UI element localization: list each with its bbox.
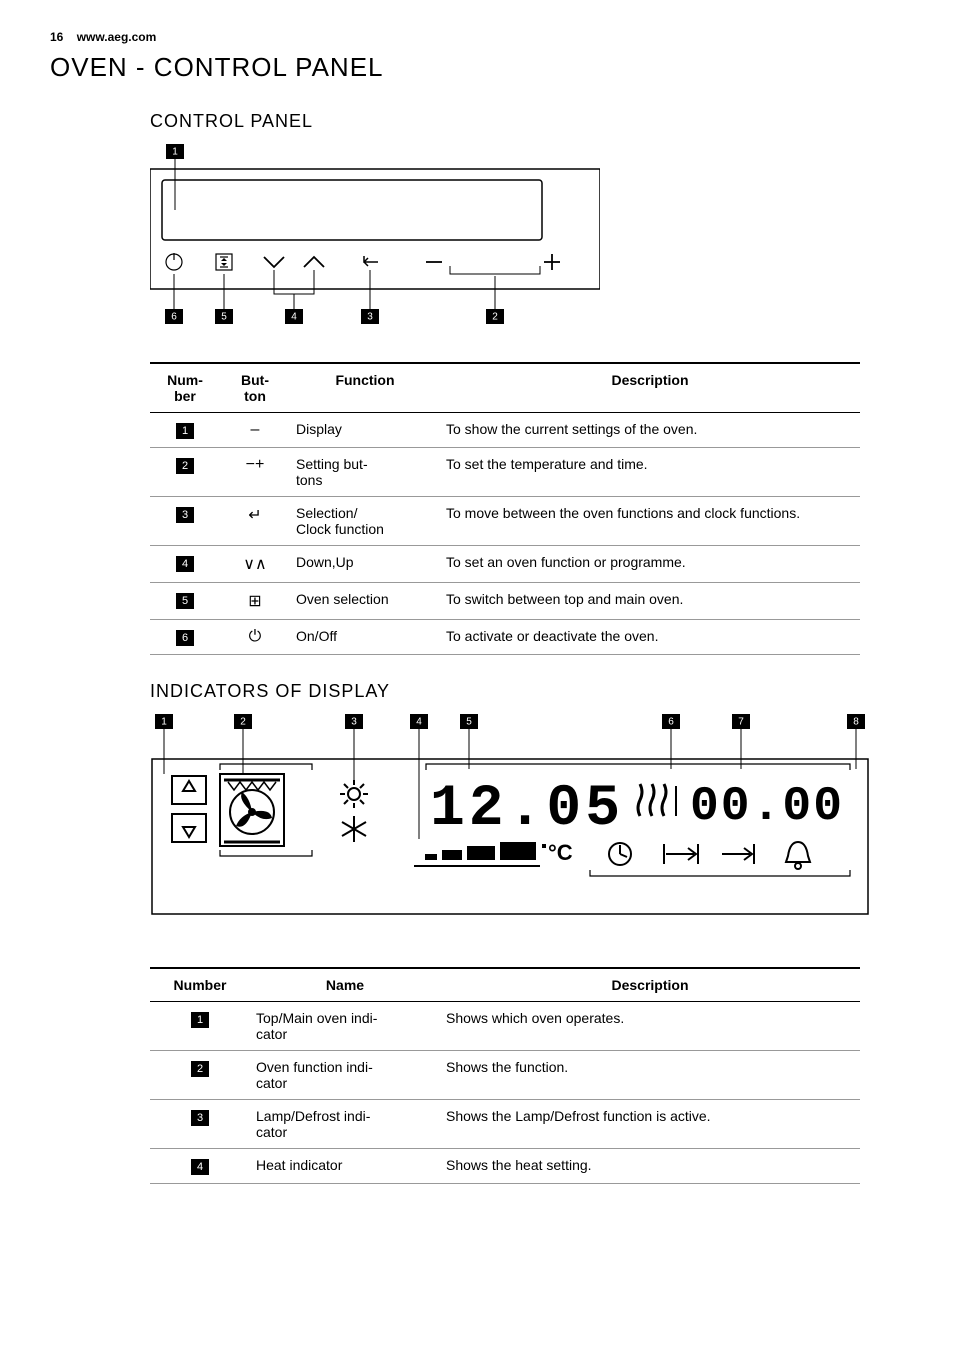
function-name: Down,Up xyxy=(290,546,440,583)
indicator-name: Top/Main oven indi- cator xyxy=(250,1002,440,1051)
button-icon: ↵ xyxy=(220,497,290,546)
callout-label: 5 xyxy=(466,717,472,728)
time-display: 12.05 xyxy=(430,777,624,842)
description: To switch between top and main oven. xyxy=(440,583,860,620)
indicator-name: Heat indicator xyxy=(250,1149,440,1184)
callout-label: 1 xyxy=(161,717,167,728)
callout-label: 4 xyxy=(291,312,297,323)
callout-label: 4 xyxy=(416,717,422,728)
page-number: 16 xyxy=(50,30,63,44)
callout-label: 8 xyxy=(853,717,859,728)
num-badge: 4 xyxy=(191,1159,209,1175)
table-row: 3 Lamp/Defrost indi- cator Shows the Lam… xyxy=(150,1100,860,1149)
num-badge: 4 xyxy=(176,556,194,572)
num-badge: 2 xyxy=(191,1061,209,1077)
function-name: Selection/ Clock function xyxy=(290,497,440,546)
table-row: 4 Heat indicator Shows the heat setting. xyxy=(150,1149,860,1184)
button-icon: ⏻ xyxy=(220,620,290,655)
table-row: 6 ⏻ On/Off To activate or deactivate the… xyxy=(150,620,860,655)
button-icon: ⊞ xyxy=(220,583,290,620)
num-badge: 1 xyxy=(176,423,194,439)
function-name: Oven selection xyxy=(290,583,440,620)
callout-label: 6 xyxy=(668,717,674,728)
callout-label: 6 xyxy=(171,312,177,323)
callout-label: 3 xyxy=(367,312,373,323)
num-badge: 2 xyxy=(176,458,194,474)
th-button: But- ton xyxy=(220,363,290,413)
button-icon: – xyxy=(220,413,290,448)
description: Shows the heat setting. xyxy=(440,1149,860,1184)
table-row: 2 −+ Setting but- tons To set the temper… xyxy=(150,448,860,497)
num-badge: 6 xyxy=(176,630,194,646)
function-name: Setting but- tons xyxy=(290,448,440,497)
table-row: 5 ⊞ Oven selection To switch between top… xyxy=(150,583,860,620)
control-panel-diagram-container: 1 6 5 xyxy=(150,144,904,334)
timer-display: 00.00 xyxy=(690,780,844,834)
indicator-name: Lamp/Defrost indi- cator xyxy=(250,1100,440,1149)
th-number: Num- ber xyxy=(150,363,220,413)
display-diagram-container: 1 2 3 4 5 6 7 8 xyxy=(150,714,904,939)
callout-label: 1 xyxy=(172,147,178,158)
th-description: Description xyxy=(440,968,860,1002)
indicators-table: Number Name Description 1 Top/Main oven … xyxy=(150,967,860,1184)
callout-label: 2 xyxy=(492,312,498,323)
th-name: Name xyxy=(250,968,440,1002)
description: To show the current settings of the oven… xyxy=(440,413,860,448)
indicator-name: Oven function indi- cator xyxy=(250,1051,440,1100)
table-row: 1 Top/Main oven indi- cator Shows which … xyxy=(150,1002,860,1051)
display-diagram: 1 2 3 4 5 6 7 8 xyxy=(150,714,870,934)
description: To activate or deactivate the oven. xyxy=(440,620,860,655)
control-panel-diagram: 1 6 5 xyxy=(150,144,600,329)
button-icon: −+ xyxy=(220,448,290,497)
description: Shows the function. xyxy=(440,1051,860,1100)
button-icon: ∨∧ xyxy=(220,546,290,583)
callout-label: 7 xyxy=(738,717,744,728)
callout-label: 5 xyxy=(221,312,227,323)
table-row: 2 Oven function indi- cator Shows the fu… xyxy=(150,1051,860,1100)
table-row: 1 – Display To show the current settings… xyxy=(150,413,860,448)
th-function: Function xyxy=(290,363,440,413)
num-badge: 5 xyxy=(176,593,194,609)
control-panel-table: Num- ber But- ton Function Description 1… xyxy=(150,362,860,655)
description: Shows the Lamp/Defrost function is activ… xyxy=(440,1100,860,1149)
description: To move between the oven functions and c… xyxy=(440,497,860,546)
num-badge: 3 xyxy=(176,507,194,523)
page-header: 16 www.aeg.com xyxy=(50,30,904,44)
num-badge: 3 xyxy=(191,1110,209,1126)
description: To set the temperature and time. xyxy=(440,448,860,497)
section2-heading: INDICATORS OF DISPLAY xyxy=(150,681,904,702)
table-row: 3 ↵ Selection/ Clock function To move be… xyxy=(150,497,860,546)
temp-unit: °C xyxy=(548,840,573,865)
section1-heading: CONTROL PANEL xyxy=(150,111,904,132)
callout-label: 2 xyxy=(240,717,246,728)
header-url: www.aeg.com xyxy=(77,30,157,44)
page-title: OVEN - CONTROL PANEL xyxy=(50,52,904,83)
th-description: Description xyxy=(440,363,860,413)
callout-label: 3 xyxy=(351,717,357,728)
th-number: Number xyxy=(150,968,250,1002)
table-row: 4 ∨∧ Down,Up To set an oven function or … xyxy=(150,546,860,583)
function-name: Display xyxy=(290,413,440,448)
description: To set an oven function or programme. xyxy=(440,546,860,583)
num-badge: 1 xyxy=(191,1012,209,1028)
function-name: On/Off xyxy=(290,620,440,655)
description: Shows which oven operates. xyxy=(440,1002,860,1051)
